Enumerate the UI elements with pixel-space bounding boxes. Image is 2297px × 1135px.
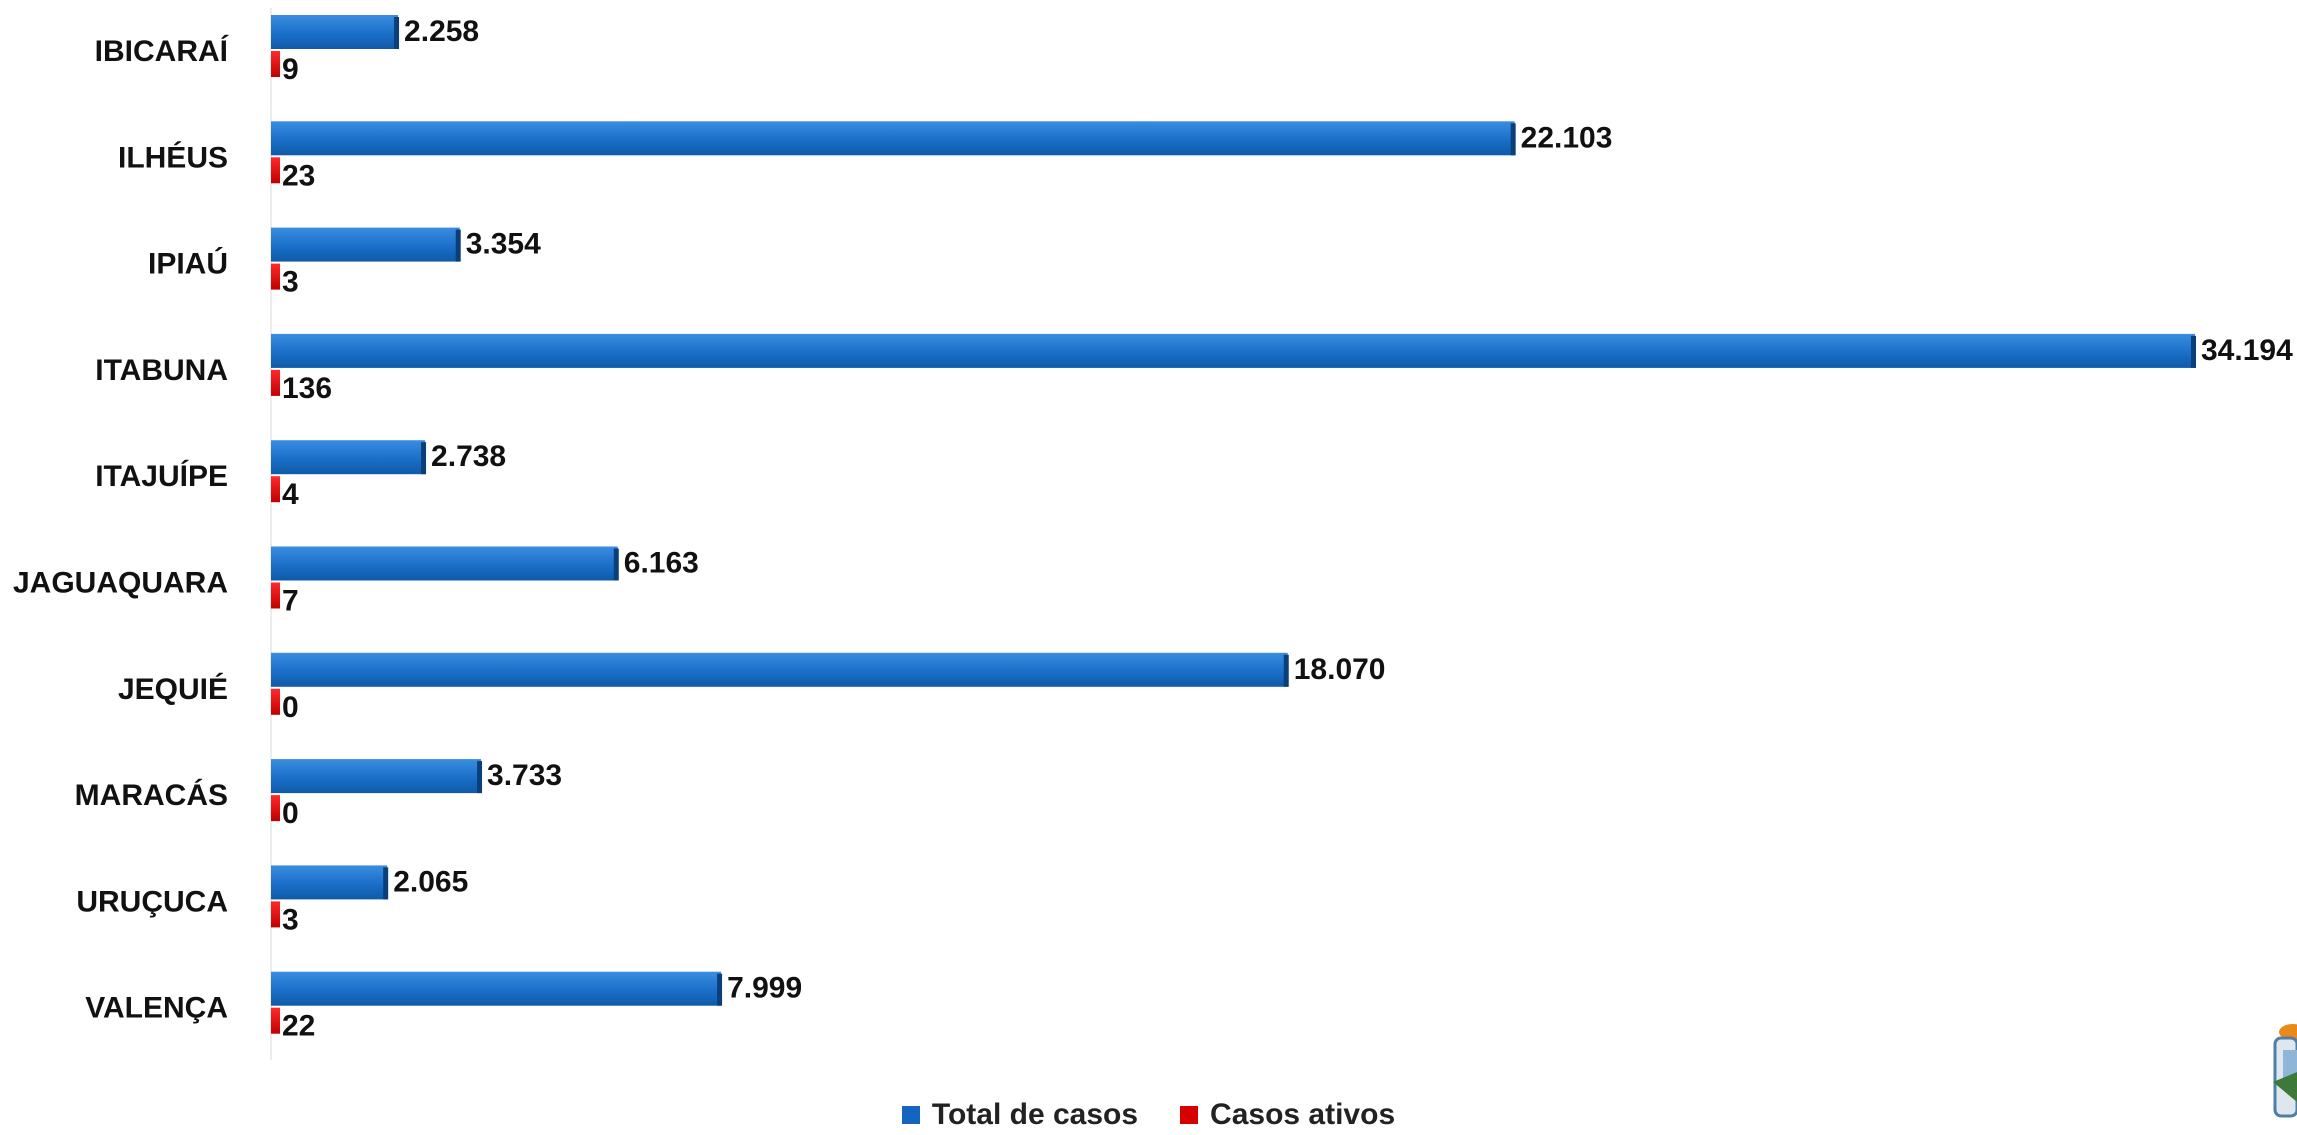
bar-total-value-label: 22.103 bbox=[1521, 121, 1613, 154]
bar-active bbox=[271, 1007, 280, 1034]
legend-swatch-active bbox=[1180, 1106, 1199, 1124]
bar-total-edge bbox=[421, 442, 427, 475]
bar-active bbox=[271, 795, 280, 822]
bar-total-value-label: 18.070 bbox=[1294, 653, 1386, 686]
bar-total bbox=[271, 865, 388, 900]
bar-total-value-label: 6.163 bbox=[624, 547, 699, 580]
bar-total-edge bbox=[2191, 335, 2196, 368]
category-label: MARACÁS bbox=[75, 778, 228, 812]
bar-total-edge bbox=[717, 973, 723, 1006]
bar-active bbox=[271, 901, 280, 928]
bar-total bbox=[271, 546, 618, 581]
bar-total-value-label: 2.065 bbox=[393, 865, 468, 898]
bar-total bbox=[271, 121, 1515, 156]
bar-active-value-label: 136 bbox=[282, 372, 332, 405]
bar-total-edge bbox=[477, 761, 483, 794]
legend-label-total: Total de casos bbox=[931, 1098, 1139, 1131]
bar-total-edge bbox=[394, 17, 400, 49]
bar-active bbox=[271, 476, 280, 503]
bar-total-value-label: 3.354 bbox=[466, 228, 541, 261]
bar-total bbox=[271, 440, 426, 475]
bar-total-value-label: 3.733 bbox=[487, 759, 562, 792]
bar-active bbox=[271, 157, 280, 184]
bar-total bbox=[271, 971, 722, 1006]
bar-active-value-label: 3 bbox=[282, 266, 299, 299]
bar-total-value-label: 7.999 bbox=[727, 972, 802, 1005]
category-label: JAGUAQUARA bbox=[13, 567, 228, 600]
category-label: IPIAÚ bbox=[148, 247, 228, 281]
category-label: JEQUIÉ bbox=[118, 672, 228, 706]
category-label: ILHÉUS bbox=[118, 140, 228, 174]
category-label: ITAJUÍPE bbox=[95, 459, 228, 493]
bar-active-value-label: 22 bbox=[282, 1010, 315, 1043]
legend-label-active: Casos ativos bbox=[1210, 1098, 1396, 1131]
category-label: VALENÇA bbox=[85, 992, 228, 1025]
bar-active-value-label: 3 bbox=[282, 903, 299, 936]
bar-total bbox=[271, 227, 460, 262]
bar-active-value-label: 23 bbox=[282, 159, 315, 192]
bar-total-edge bbox=[455, 229, 461, 262]
bar-total-value-label: 2.258 bbox=[404, 15, 479, 48]
bar-active-value-label: 9 bbox=[282, 53, 299, 86]
category-label: IBICARAÍ bbox=[95, 34, 229, 68]
bar-total bbox=[271, 759, 482, 794]
bar-total-edge bbox=[613, 548, 619, 581]
legend-item-total: Total de casos bbox=[901, 1098, 1139, 1132]
bar-total-value-label: 2.738 bbox=[431, 440, 506, 473]
bar-active bbox=[271, 582, 280, 609]
logo-icon bbox=[2267, 1022, 2297, 1135]
bar-total bbox=[271, 15, 399, 49]
category-label: URUÇUCA bbox=[76, 885, 228, 918]
legend-swatch-total bbox=[901, 1106, 920, 1124]
bar-active-value-label: 0 bbox=[282, 797, 299, 830]
bar-total-value-label: 34.194 bbox=[2201, 334, 2293, 367]
bar-active bbox=[271, 263, 280, 290]
bar-total bbox=[271, 652, 1288, 687]
category-label: ITABUNA bbox=[95, 354, 228, 387]
legend-item-active: Casos ativos bbox=[1180, 1098, 1395, 1132]
bar-total-edge bbox=[1283, 654, 1289, 687]
bar-active-value-label: 7 bbox=[282, 585, 299, 618]
bar-active-value-label: 4 bbox=[282, 478, 299, 511]
bar-total bbox=[271, 333, 2195, 368]
bar-total-edge bbox=[383, 867, 389, 900]
bar-total-edge bbox=[1510, 123, 1516, 156]
bar-active-value-label: 0 bbox=[282, 691, 299, 724]
bar-active bbox=[271, 688, 280, 715]
legend: Total de casos Casos ativos bbox=[0, 1098, 2297, 1132]
bar-active bbox=[271, 51, 280, 77]
bar-active bbox=[271, 369, 280, 396]
